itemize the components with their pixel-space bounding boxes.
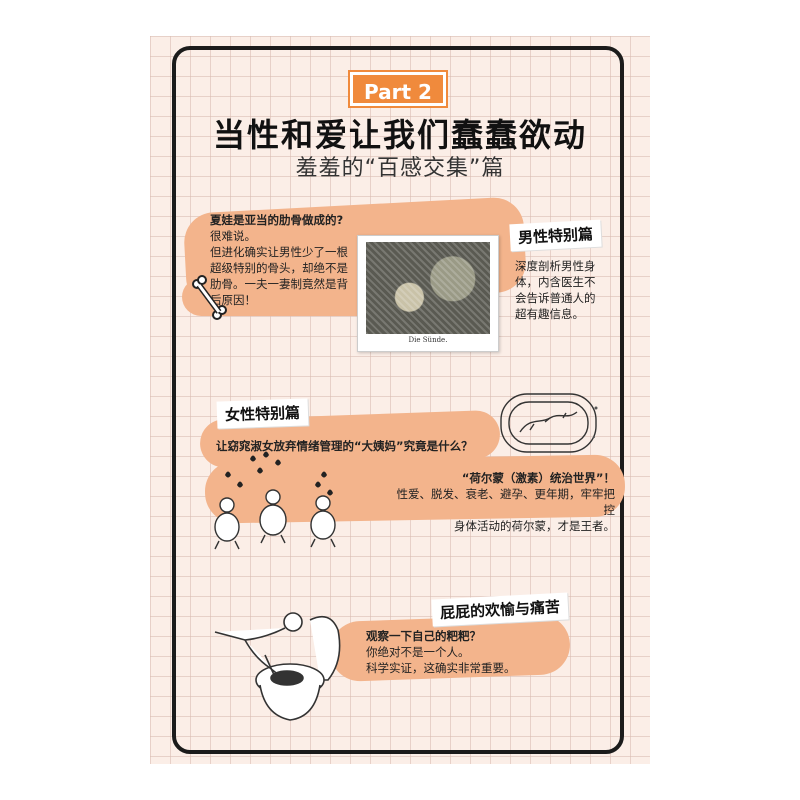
section1-desc: 深度剖析男性身 体，内含医生不 会告诉普通人的 超有趣信息。 <box>515 258 615 322</box>
section1-line-2: 但进化确实让男性少了一根 <box>210 245 348 259</box>
section2-line-2: 身体活动的荷尔蒙，才是王者。 <box>454 519 615 533</box>
section1-line-5: 后原因！ <box>210 293 256 307</box>
adam-eve-engraving: Die Sünde. <box>357 235 499 352</box>
page-title: 当性和爱让我们蠢蠢欲动 <box>212 116 587 154</box>
section3-line-2: 科学实证，这确实非常重要。 <box>366 661 516 675</box>
engraving-caption: Die Sünde. <box>408 336 448 344</box>
section2-heading: “荷尔蒙（激素）统治世界”！ <box>461 471 615 485</box>
bone-icon <box>192 275 227 320</box>
section1-line-1: 很难说。 <box>210 229 256 243</box>
section1-desc-2: 体，内含医生不 <box>515 275 596 289</box>
section1-tag: 男性特别篇 <box>509 219 602 252</box>
grid-paper-background <box>150 36 650 764</box>
section1-desc-3: 会告诉普通人的 <box>515 291 596 305</box>
cartoon-characters-illustration <box>214 451 336 550</box>
toilet-man-illustration <box>214 612 341 721</box>
section3-question: 观察一下自己的粑粑？ <box>366 629 481 643</box>
uterus-diagram <box>500 393 598 453</box>
section2-line-1: 性爱、脱发、衰老、避孕、更年期，牢牢把控 <box>396 487 616 517</box>
section3-text: 观察一下自己的粑粑？ 你绝对不是一个人。 科学实证，这确实非常重要。 <box>366 628 566 676</box>
section1-line-4: 肋骨。一夫一妻制竟然是背 <box>210 277 348 291</box>
section1-desc-1: 深度剖析男性身 <box>515 259 596 273</box>
engraving-image <box>366 242 490 334</box>
section2-tag: 女性特别篇 <box>216 398 309 429</box>
page-subtitle: 羞羞的“百感交集”篇 <box>295 156 505 181</box>
section1-desc-4: 超有趣信息。 <box>515 307 584 321</box>
section2-question: 让窈窕淑女放弃情绪管理的“大姨妈”究竟是什么？ <box>216 439 473 453</box>
part-badge: Part 2 <box>348 70 448 108</box>
page-frame <box>172 46 624 754</box>
section1-text: 夏娃是亚当的肋骨做成的? 很难说。 但进化确实让男性少了一根 超级特别的骨头，却… <box>210 212 360 308</box>
section3-line-1: 你绝对不是一个人。 <box>366 645 470 659</box>
section1-line-3: 超级特别的骨头，却绝不是 <box>210 261 348 275</box>
section1-question: 夏娃是亚当的肋骨做成的? <box>210 213 344 227</box>
section2-text: “荷尔蒙（激素）统治世界”！ 性爱、脱发、衰老、避孕、更年期，牢牢把控 身体活动… <box>395 470 616 534</box>
